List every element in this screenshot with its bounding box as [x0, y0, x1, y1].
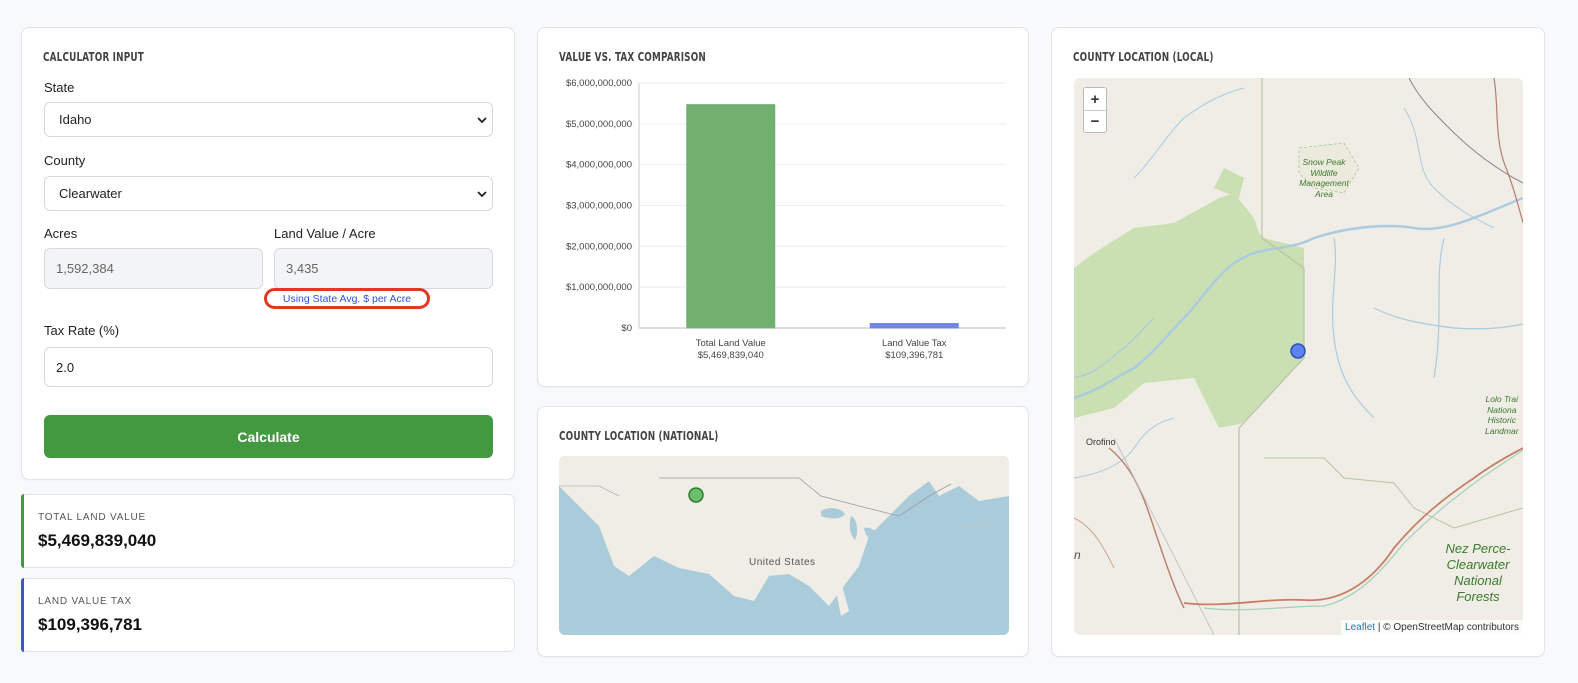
- y-tick-label: $6,000,000,000: [566, 78, 632, 89]
- map-label-lolo-trail: Lolo Trai Nationa Historic Landmar: [1485, 394, 1519, 436]
- y-tick-label: $1,000,000,000: [566, 282, 632, 293]
- total-land-value-accent: [21, 494, 24, 568]
- tax-rate-input[interactable]: 2.0: [44, 347, 493, 387]
- national-map-card: COUNTY LOCATION (NATIONAL) United States: [537, 406, 1029, 657]
- national-map-tiles: [559, 456, 1009, 616]
- local-map-tiles: [1074, 78, 1523, 635]
- y-tick-label: $3,000,000,000: [566, 201, 632, 212]
- national-map[interactable]: United States: [559, 456, 1009, 635]
- national-map-title: COUNTY LOCATION (NATIONAL): [559, 429, 719, 443]
- y-tick-label: $4,000,000,000: [566, 160, 632, 171]
- local-map[interactable]: Snow Peak Wildlife Management Area Orofi…: [1074, 78, 1523, 635]
- state-label: State: [44, 80, 75, 95]
- acres-value: 1,592,384: [56, 261, 114, 276]
- tax-rate-value: 2.0: [56, 359, 75, 375]
- y-tick-label: $5,000,000,000: [566, 119, 632, 130]
- zoom-out-button[interactable]: −: [1084, 110, 1106, 132]
- x-tick-label: Land Value Tax: [882, 338, 947, 349]
- y-tick-label: $2,000,000,000: [566, 241, 632, 252]
- total-land-value-value: $5,469,839,040: [38, 531, 157, 550]
- attribution-text: | © OpenStreetMap contributors: [1375, 622, 1519, 633]
- zoom-in-button[interactable]: +: [1090, 90, 1100, 108]
- chevron-down-icon: [477, 116, 487, 123]
- calculator-input-card: CALCULATOR INPUT State Idaho County Clea…: [21, 27, 515, 480]
- local-map-title: COUNTY LOCATION (LOCAL): [1073, 50, 1214, 64]
- map-attribution: Leaflet | © OpenStreetMap contributors: [1341, 620, 1523, 635]
- x-tick-sublabel: $109,396,781: [885, 350, 943, 361]
- land-value-per-acre-value: 3,435: [286, 261, 319, 276]
- land-value-tax-label: LAND VALUE TAX: [38, 596, 133, 607]
- calculate-button[interactable]: Calculate: [44, 415, 493, 458]
- land-value-tax-accent: [21, 578, 24, 652]
- map-label-nez-perce: Nez Perce- Clearwater National Forests: [1445, 541, 1511, 604]
- land-value-tax-card: LAND VALUE TAX $109,396,781: [21, 578, 515, 652]
- zoom-control: + −: [1083, 87, 1107, 133]
- state-select[interactable]: Idaho: [44, 102, 493, 137]
- chevron-down-icon: [477, 190, 487, 197]
- map-label-snow-peak: Snow Peak Wildlife Management Area: [1299, 157, 1349, 199]
- state-select-value: Idaho: [59, 112, 92, 127]
- comparison-bar-chart: $0 $1,000,000,000 $2,000,000,000 $3,000,000…: [566, 78, 1006, 361]
- acres-label: Acres: [44, 226, 78, 241]
- x-tick-sublabel: $5,469,839,040: [698, 350, 764, 361]
- land-value-per-acre-input[interactable]: 3,435: [274, 248, 493, 289]
- calculator-input-title: CALCULATOR INPUT: [43, 50, 144, 64]
- comparison-chart-title: VALUE VS. TAX COMPARISON: [559, 50, 706, 64]
- county-label: County: [44, 153, 86, 168]
- x-tick-label: Total Land Value: [696, 338, 766, 349]
- county-select[interactable]: Clearwater: [44, 176, 493, 211]
- state-average-note: Using State Avg. $ per Acre: [264, 288, 430, 309]
- county-select-value: Clearwater: [59, 186, 122, 201]
- country-label: United States: [749, 557, 816, 568]
- map-label-orofino: Orofino: [1086, 437, 1116, 447]
- tax-rate-label: Tax Rate (%): [44, 323, 120, 338]
- comparison-chart-card: VALUE VS. TAX COMPARISON $0 $1,000,000,00…: [537, 27, 1029, 387]
- total-land-value-label: TOTAL LAND VALUE: [38, 512, 147, 523]
- leaflet-link[interactable]: Leaflet: [1345, 622, 1376, 633]
- bar-1: [686, 104, 776, 329]
- map-label-edge: n: [1074, 548, 1081, 562]
- land-value-tax-value: $109,396,781: [38, 615, 142, 634]
- y-tick-label: $0: [621, 323, 632, 334]
- local-map-card: COUNTY LOCATION (LOCAL): [1051, 27, 1545, 657]
- acres-input[interactable]: 1,592,384: [44, 248, 263, 289]
- land-value-per-acre-label: Land Value / Acre: [274, 226, 376, 241]
- total-land-value-card: TOTAL LAND VALUE $5,469,839,040: [21, 494, 515, 568]
- bar-2: [869, 323, 959, 329]
